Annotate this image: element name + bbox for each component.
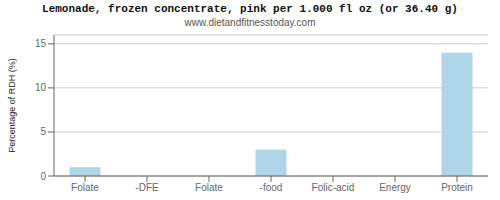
svg-text:Percentage of RDH (%): Percentage of RDH (%): [8, 58, 17, 153]
svg-text:-DFE: -DFE: [135, 182, 159, 193]
svg-text:-food: -food: [260, 182, 283, 193]
svg-text:Folate: Folate: [195, 182, 223, 193]
svg-text:15: 15: [35, 38, 47, 49]
svg-text:10: 10: [35, 82, 47, 93]
svg-text:Protein: Protein: [441, 182, 473, 193]
svg-text:Energy: Energy: [379, 182, 411, 193]
svg-text:Folic-acid: Folic-acid: [312, 182, 355, 193]
svg-text:Folate: Folate: [71, 182, 99, 193]
svg-text:5: 5: [40, 126, 46, 137]
html-text:Lemonade, frozen concentrate,: Lemonade, frozen concentrate, pink per 1…: [42, 3, 458, 15]
html-text:www.dietandfitnesstoday.com: www.dietandfitnesstoday.com: [184, 17, 316, 28]
svg-text:0: 0: [40, 171, 46, 182]
